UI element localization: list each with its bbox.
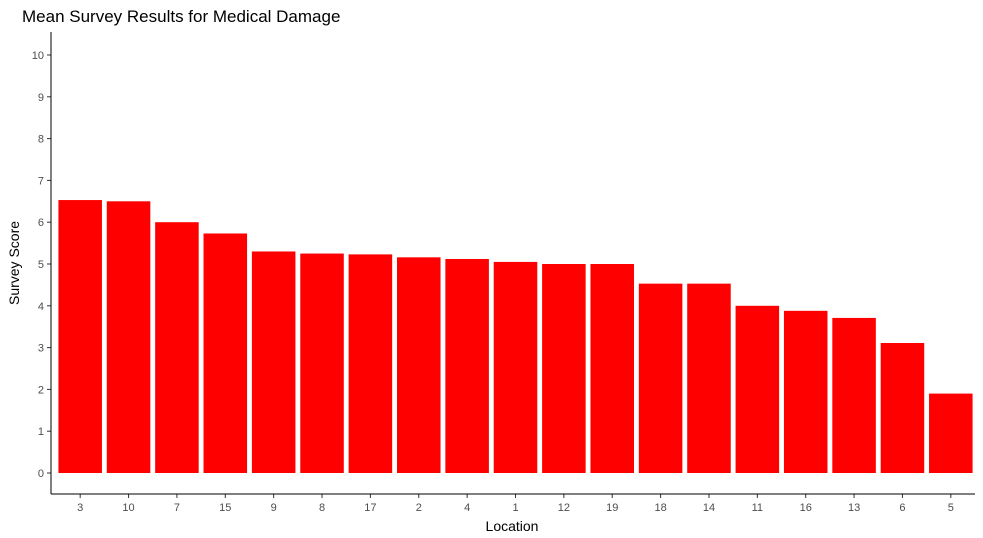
x-axis-label: Location: [486, 518, 539, 534]
bar-location-14: [687, 283, 731, 473]
y-tick-label: 4: [38, 301, 44, 313]
bar-location-12: [542, 264, 586, 473]
y-axis-label: Survey Score: [6, 221, 22, 305]
bar-location-1: [493, 261, 538, 473]
x-tick-label: 11: [752, 502, 763, 514]
bar-location-4: [445, 258, 489, 473]
bar-location-6: [880, 343, 925, 473]
y-tick-label: 10: [32, 50, 44, 62]
x-tick-label: 6: [899, 502, 905, 514]
x-tick-label: 2: [416, 502, 422, 514]
y-tick-label: 1: [38, 426, 44, 438]
x-tick-label: 9: [271, 502, 277, 514]
x-tick-label: 4: [464, 502, 470, 514]
x-tick-label: 13: [848, 502, 860, 514]
y-tick-label: 3: [38, 343, 44, 355]
bars: [58, 200, 973, 474]
bar-location-15: [203, 233, 248, 473]
bar-location-19: [590, 264, 635, 473]
bar-location-18: [638, 283, 683, 473]
bar-location-17: [348, 254, 393, 473]
bar-location-3: [58, 200, 102, 473]
x-tick-label: 3: [77, 502, 83, 514]
x-tick-label: 18: [654, 502, 666, 514]
x-tick-label: 10: [122, 502, 134, 514]
x-tick-label: 12: [558, 502, 570, 514]
y-tick-label: 2: [38, 384, 44, 396]
y-tick-label: 5: [38, 259, 44, 271]
x-tick-label: 5: [948, 502, 954, 514]
x-tick-label: 15: [219, 502, 231, 514]
x-tick-label: 17: [364, 502, 376, 514]
x-axis-ticks: 3 10 7 15 9 8 17 2 4 1 12 19 18 14 11 16 13 6 5: [77, 494, 954, 514]
x-tick-label: 1: [512, 502, 518, 514]
bar-location-16: [783, 310, 828, 473]
y-tick-label: 7: [38, 175, 44, 187]
bar-location-10: [106, 201, 151, 474]
y-tick-label: 9: [38, 92, 44, 104]
bar-location-11: [735, 305, 780, 473]
y-axis-ticks: 0 1 2 3 4 5 6 7 8 9 10: [32, 50, 51, 480]
bar-location-13: [832, 317, 876, 473]
x-tick-label: 7: [174, 502, 180, 514]
y-tick-label: 6: [38, 217, 44, 229]
y-tick-label: 8: [38, 134, 44, 146]
bar-location-8: [300, 253, 344, 473]
chart-title: Mean Survey Results for Medical Damage: [22, 7, 340, 26]
bar-location-5: [929, 393, 973, 473]
bar-location-9: [251, 251, 296, 473]
x-tick-label: 14: [703, 502, 715, 514]
x-tick-label: 16: [800, 502, 812, 514]
y-tick-label: 0: [38, 468, 44, 480]
bar-location-2: [396, 257, 441, 473]
bar-location-7: [155, 222, 199, 473]
x-tick-label: 8: [319, 502, 325, 514]
x-tick-label: 19: [606, 502, 618, 514]
